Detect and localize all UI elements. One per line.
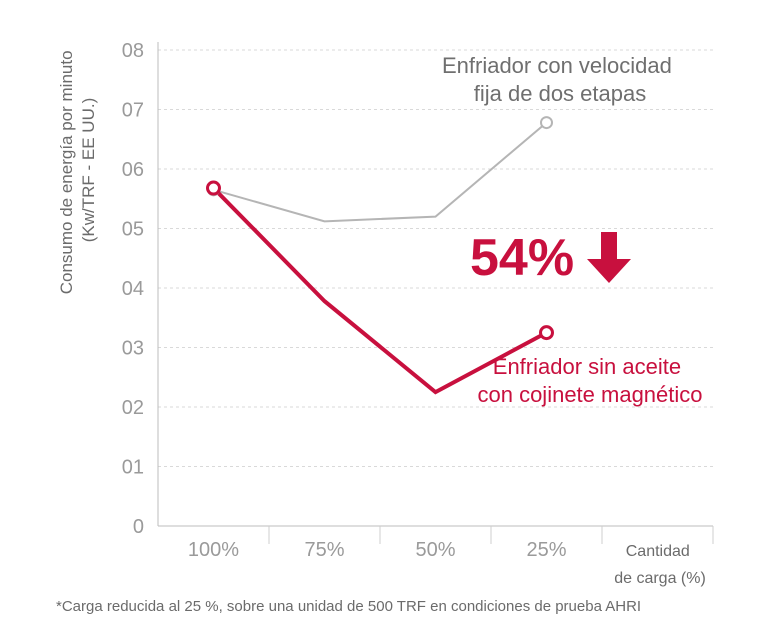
x-tick-labels: 100% 75% 50% 25% — [188, 539, 567, 561]
y-tick-label: 08 — [122, 40, 144, 62]
y-tick-labels: 0 01 02 03 04 05 06 07 08 — [122, 40, 144, 538]
series-lines — [206, 116, 554, 395]
x-axis-label: Cantidad de carga (%) — [614, 543, 706, 587]
data-point-marker — [540, 116, 553, 130]
y-tick-label: 06 — [122, 159, 144, 181]
y-tick-label: 05 — [122, 219, 144, 241]
y-tick-label: 04 — [122, 278, 144, 300]
x-tick-label: 25% — [526, 539, 566, 561]
energy-chart: 0 01 02 03 04 05 06 07 08 100% 75% 50% 25% Consumo … — [57, 40, 714, 587]
series-line-magnetic — [212, 186, 548, 395]
footnote: *Carga reducida al 25 %, sobre una unida… — [56, 598, 642, 615]
y-tick-label: 03 — [122, 338, 144, 360]
x-tick-label: 50% — [415, 539, 455, 561]
y-tick-label: 02 — [122, 397, 144, 419]
y-axis-label: Consumo de energía por minuto (Kw/TRF - … — [57, 46, 98, 295]
legend-magnetic-bearing-chiller: Enfriador sin aceite con cojinete magnét… — [477, 354, 702, 407]
x-tick-label: 75% — [304, 539, 344, 561]
series-line-two-stage — [213, 121, 548, 223]
legend-two-stage-chiller: Enfriador con velocidad fija de dos etap… — [442, 53, 678, 106]
data-point-marker — [539, 325, 554, 341]
y-tick-label: 01 — [122, 457, 144, 479]
data-point-marker — [206, 180, 221, 196]
savings-percentage: 54% — [470, 229, 574, 287]
x-tick-label: 100% — [188, 539, 239, 561]
y-tick-label: 07 — [122, 100, 144, 122]
axes — [157, 42, 714, 544]
down-arrow-icon — [587, 232, 631, 283]
y-tick-label: 0 — [133, 516, 144, 538]
